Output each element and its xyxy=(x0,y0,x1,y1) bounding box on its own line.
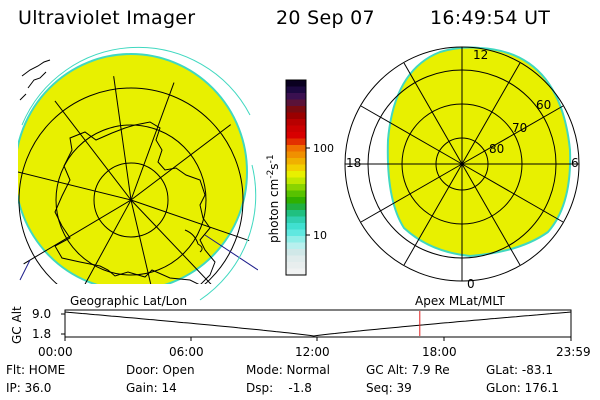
colorbar-band xyxy=(286,80,306,88)
colorbar-band xyxy=(286,164,306,172)
auroral-image-right xyxy=(386,46,572,258)
xtick-2359: 23:59 xyxy=(556,345,591,359)
colorbar-band xyxy=(286,132,306,140)
date-label: 20 Sep 07 xyxy=(276,7,375,29)
info-glat: GLat: -83.1 xyxy=(486,363,553,377)
colorbar-unit-label: photon cm-2s-1 xyxy=(266,154,281,243)
mlt-label-12: 12 xyxy=(473,48,488,62)
colorbar-band xyxy=(286,216,306,224)
xtick-1800: 18:00 xyxy=(422,345,457,359)
colorbar-band xyxy=(286,151,306,159)
auroral-image-left xyxy=(18,53,248,284)
mlat-label-80: 80 xyxy=(489,142,504,156)
info-mode: Mode: Normal xyxy=(246,363,330,377)
colorbar-band xyxy=(286,229,306,237)
colorbar-band xyxy=(286,223,306,231)
info-ip: IP: 36.0 xyxy=(6,381,52,395)
ytick-top: 9.0 xyxy=(32,307,51,321)
colorbar-band xyxy=(286,138,306,146)
colorbar-tick-100: 100 xyxy=(313,142,334,155)
colorbar-band xyxy=(286,262,306,270)
mlat-label-70: 70 xyxy=(512,121,527,135)
colorbar-band xyxy=(286,236,306,244)
colorbar-band xyxy=(286,190,306,198)
xtick-1200: 12:00 xyxy=(295,345,330,359)
altitude-curve xyxy=(64,311,572,337)
instrument-title: Ultraviolet Imager xyxy=(18,7,196,29)
colorbar-band xyxy=(286,184,306,192)
colorbar-band xyxy=(286,197,306,205)
colorbar-band xyxy=(286,203,306,211)
colorbar-band xyxy=(286,119,306,127)
colorbar-band xyxy=(286,93,306,101)
info-seq: Seq: 39 xyxy=(366,381,412,395)
colorbar-band xyxy=(286,112,306,120)
info-dsp: Dsp: -1.8 xyxy=(246,381,312,395)
colorbar-band xyxy=(286,125,306,133)
info-door: Door: Open xyxy=(126,363,195,377)
colorbar-band xyxy=(286,145,306,153)
colorbar-tick-10: 10 xyxy=(313,229,327,242)
mlt-label-18: 18 xyxy=(346,156,361,170)
info-glon: GLon: 176.1 xyxy=(486,381,559,395)
colorbar-band xyxy=(286,171,306,179)
colorbar-band xyxy=(286,177,306,185)
colorbar-band xyxy=(286,249,306,257)
time-label: 16:49:54 UT xyxy=(430,7,551,29)
latlon-grid xyxy=(18,75,256,284)
info-gc-alt: GC Alt: 7.9 Re xyxy=(366,363,450,377)
colorbar-band xyxy=(286,106,306,114)
xtick-0000: 00:00 xyxy=(38,345,73,359)
xtick-0600: 06:00 xyxy=(169,345,204,359)
geographic-map xyxy=(18,53,258,284)
colorbar-band xyxy=(286,268,306,276)
antarctica-coastline xyxy=(54,121,216,284)
colorbar xyxy=(286,80,306,276)
colorbar-band xyxy=(286,86,306,94)
colorbar-band xyxy=(286,210,306,218)
apex-label: Apex MLat/MLT xyxy=(415,294,505,308)
orbit-ylabel: GC Alt xyxy=(10,306,24,344)
colorbar-band xyxy=(286,99,306,107)
mlt-label-6: 6 xyxy=(571,156,579,170)
colorbar-band xyxy=(286,255,306,263)
mlt-label-0: 0 xyxy=(467,277,475,291)
geographic-label: Geographic Lat/Lon xyxy=(70,294,187,308)
mlat-label-60: 60 xyxy=(536,98,551,112)
magnetic-map: 12 18 6 0 60 70 80 xyxy=(344,46,580,291)
info-flight: Flt: HOME xyxy=(6,363,66,377)
colorbar-band xyxy=(286,158,306,166)
colorbar-band xyxy=(286,242,306,250)
ytick-bottom: 1.8 xyxy=(32,327,51,341)
orbit-altitude-plot: 9.0 1.8 GC Alt 00:00 06:00 12:00 18:00 2… xyxy=(10,306,591,359)
south-america-coast xyxy=(19,59,51,101)
info-gain: Gain: 14 xyxy=(126,381,177,395)
